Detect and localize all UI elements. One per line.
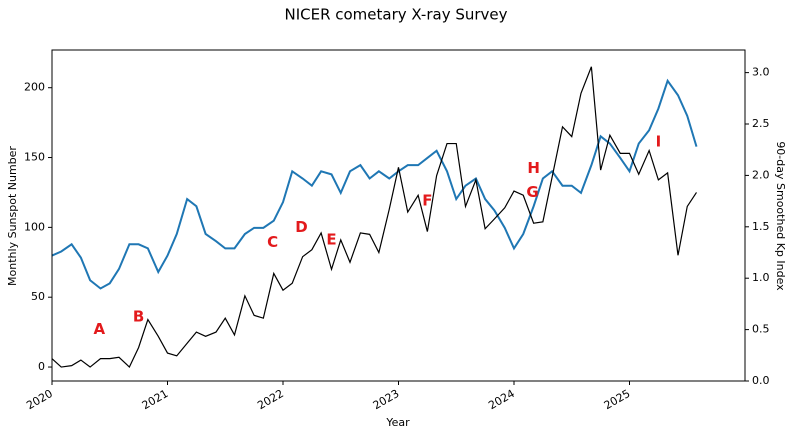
x-tick-label: 2025 [602,387,633,412]
series-line [51,78,698,290]
annotation: G [526,183,538,201]
annotation: H [527,159,540,177]
x-axis-label: Year [385,416,410,429]
x-tick-label: 2023 [371,387,402,412]
x-tick-label: 2024 [486,387,517,412]
x-tick-label: 2022 [255,387,286,412]
y2-tick-label: 2.5 [752,117,770,130]
annotation: C [267,233,278,251]
annotation: F [422,191,432,209]
y2-tick-label: 0.0 [752,374,770,387]
chart-title: NICER cometary X-ray Survey [284,6,507,24]
y2-tick-label: 1.0 [752,271,770,284]
y-tick-label: 200 [24,81,45,94]
y2-tick-label: 1.5 [752,220,770,233]
annotation: A [94,320,106,338]
x-tick-label: 2021 [140,387,171,412]
plot-frame [51,49,746,382]
x-tick-label: 2020 [24,387,55,412]
annotation: I [656,133,662,151]
y-tick-label: 100 [24,220,45,233]
y2-tick-label: 2.0 [752,168,770,181]
y2-tick-label: 3.0 [752,66,770,79]
series-line [51,66,697,369]
y-tick-label: 50 [31,290,45,303]
y-axis-label: Monthly Sunspot Number [6,146,19,286]
y-tick-label: 150 [24,151,45,164]
annotation: D [295,218,307,236]
annotation: B [133,307,144,325]
y-tick-label: 0 [38,360,45,373]
y2-axis-label: 90-day Smoothed Kp Index [774,141,787,291]
annotation: E [326,230,336,248]
y2-tick-label: 0.5 [752,323,770,336]
